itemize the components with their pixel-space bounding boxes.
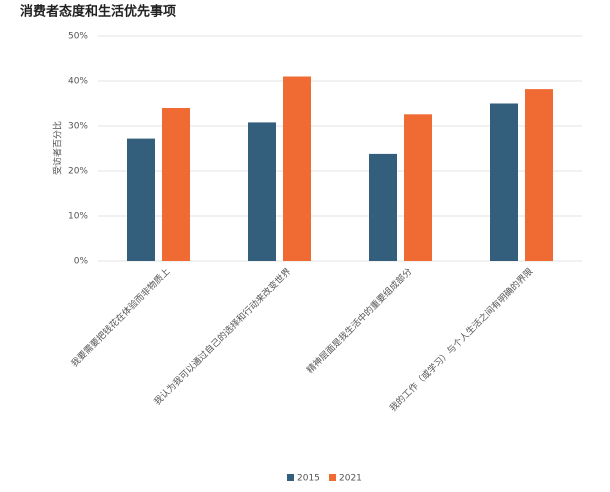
- y-axis-label: 受访者百分比: [52, 121, 64, 175]
- bar: [369, 153, 397, 261]
- bar: [162, 108, 190, 261]
- legend-label: 2015: [297, 474, 320, 484]
- x-tick-label: 我要需要把钱花在体验而非物质上: [68, 265, 172, 369]
- x-tick-label: 我认为我可以通过自己的选择和行动来改变世界: [151, 265, 293, 407]
- y-tick-label: 50%: [68, 32, 88, 42]
- y-tick-label: 40%: [68, 77, 88, 87]
- bar: [404, 114, 432, 261]
- x-tick-label: 精神层面是我生活中的重要组成部分: [304, 265, 414, 375]
- legend-label: 2021: [339, 474, 362, 484]
- y-tick-label: 20%: [68, 167, 88, 177]
- chart-title: 消费者态度和生活优先事项: [20, 4, 176, 20]
- bar: [283, 76, 311, 261]
- legend-swatch: [329, 474, 336, 481]
- bar: [490, 103, 518, 261]
- bar: [248, 122, 276, 262]
- bar: [525, 89, 553, 261]
- y-tick-label: 10%: [68, 212, 88, 222]
- bar: [127, 138, 155, 261]
- y-tick-label: 0%: [74, 257, 89, 267]
- legend-swatch: [287, 474, 294, 481]
- y-tick-label: 30%: [68, 122, 88, 132]
- x-tick-label: 我的工作（或学习）与个人生活之间有明确的界限: [387, 265, 536, 414]
